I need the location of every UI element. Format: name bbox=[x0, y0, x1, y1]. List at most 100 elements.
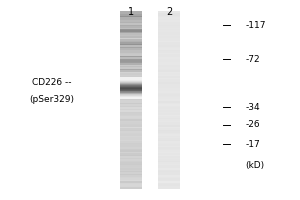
Bar bbox=[119, 78, 142, 79]
Bar bbox=[158, 127, 181, 128]
Bar bbox=[158, 93, 181, 94]
Bar bbox=[119, 75, 142, 77]
Bar bbox=[119, 133, 142, 134]
Bar bbox=[158, 106, 181, 108]
Bar bbox=[158, 128, 181, 130]
Bar bbox=[158, 85, 181, 87]
Bar bbox=[119, 181, 142, 183]
Bar bbox=[119, 178, 142, 180]
Bar bbox=[119, 70, 142, 72]
Bar bbox=[158, 84, 181, 86]
Bar bbox=[119, 155, 142, 157]
Bar bbox=[158, 153, 181, 155]
Bar bbox=[119, 87, 142, 89]
Bar bbox=[158, 79, 181, 81]
Bar bbox=[158, 119, 181, 121]
Bar bbox=[119, 172, 142, 174]
Bar bbox=[119, 42, 142, 44]
Bar bbox=[158, 130, 181, 131]
Bar bbox=[158, 165, 181, 167]
Bar bbox=[158, 122, 181, 124]
Text: -34: -34 bbox=[245, 103, 260, 112]
Bar bbox=[119, 72, 142, 74]
Bar bbox=[158, 152, 181, 154]
Bar bbox=[119, 86, 142, 87]
Bar bbox=[158, 38, 181, 40]
Bar bbox=[119, 97, 142, 98]
Bar bbox=[119, 125, 142, 127]
Bar bbox=[119, 147, 142, 149]
Bar bbox=[158, 147, 181, 149]
Bar bbox=[119, 95, 142, 96]
Bar bbox=[119, 140, 142, 142]
Bar bbox=[119, 171, 142, 173]
Bar bbox=[158, 36, 181, 38]
Bar bbox=[119, 98, 142, 99]
Bar bbox=[119, 94, 142, 96]
Bar bbox=[119, 177, 142, 179]
Bar bbox=[119, 184, 142, 186]
Bar bbox=[158, 172, 181, 174]
Bar bbox=[119, 28, 142, 29]
Bar bbox=[158, 57, 181, 59]
Bar bbox=[158, 112, 181, 114]
Bar bbox=[158, 101, 181, 103]
Bar bbox=[119, 144, 142, 146]
Bar bbox=[119, 106, 142, 108]
Bar bbox=[119, 41, 142, 43]
Bar bbox=[119, 54, 142, 56]
Bar bbox=[119, 119, 142, 121]
Bar bbox=[119, 79, 142, 80]
Bar bbox=[119, 100, 142, 102]
Bar bbox=[119, 88, 142, 89]
Bar bbox=[119, 174, 142, 176]
Bar bbox=[119, 93, 142, 94]
Bar bbox=[119, 90, 142, 91]
Bar bbox=[119, 159, 142, 161]
Bar bbox=[158, 67, 181, 69]
Bar bbox=[158, 29, 181, 31]
Bar bbox=[158, 70, 181, 72]
Bar bbox=[119, 84, 142, 85]
Bar bbox=[119, 33, 142, 35]
Bar bbox=[119, 30, 142, 32]
Bar bbox=[119, 79, 142, 81]
Bar bbox=[158, 161, 181, 163]
Bar bbox=[119, 103, 142, 105]
Bar bbox=[119, 84, 142, 86]
Bar bbox=[158, 17, 181, 19]
Bar bbox=[158, 97, 181, 99]
Bar bbox=[158, 137, 181, 139]
Bar bbox=[119, 187, 142, 189]
Bar bbox=[119, 36, 142, 38]
Bar bbox=[158, 54, 181, 56]
Bar bbox=[158, 131, 181, 133]
Bar bbox=[158, 170, 181, 171]
Bar bbox=[158, 156, 181, 158]
Bar bbox=[119, 150, 142, 152]
Bar bbox=[158, 32, 181, 34]
Bar bbox=[119, 149, 142, 151]
Text: -117: -117 bbox=[245, 21, 266, 30]
Bar bbox=[119, 152, 142, 154]
Bar bbox=[158, 103, 181, 105]
Bar bbox=[158, 14, 181, 16]
Bar bbox=[158, 171, 181, 173]
Bar bbox=[158, 146, 181, 148]
Bar bbox=[119, 39, 142, 41]
Bar bbox=[158, 82, 181, 84]
Bar bbox=[119, 165, 142, 167]
Bar bbox=[119, 23, 142, 25]
Bar bbox=[158, 181, 181, 183]
Bar bbox=[158, 23, 181, 25]
Bar bbox=[158, 183, 181, 185]
Bar bbox=[119, 94, 142, 95]
Bar bbox=[119, 88, 142, 90]
Bar bbox=[158, 133, 181, 134]
Bar bbox=[119, 113, 142, 115]
Bar bbox=[158, 121, 181, 123]
Bar bbox=[119, 167, 142, 168]
Bar bbox=[119, 76, 142, 78]
Bar bbox=[119, 63, 142, 65]
Bar bbox=[119, 162, 142, 164]
